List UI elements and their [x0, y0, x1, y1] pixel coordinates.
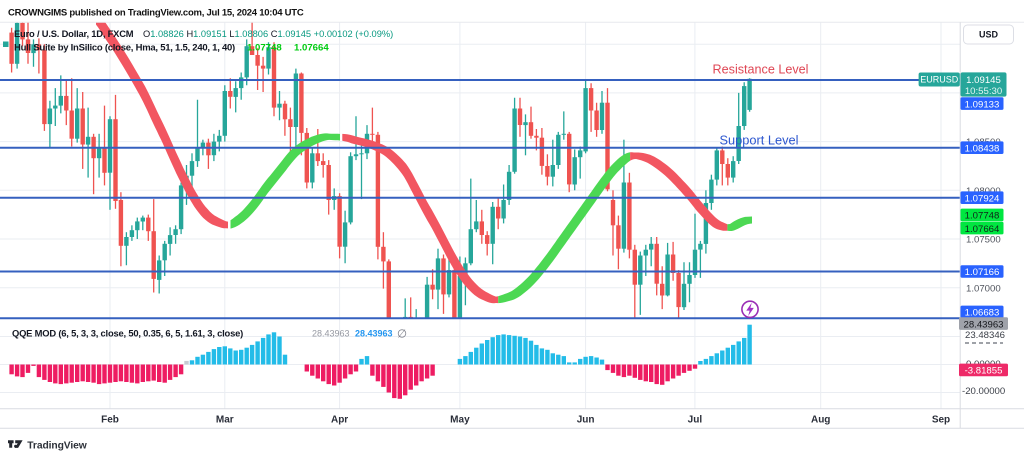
svg-text:∅: ∅ — [397, 329, 407, 341]
svg-text:Aug: Aug — [811, 415, 830, 426]
svg-text:23.48346: 23.48346 — [965, 330, 1005, 341]
svg-text:28.43963: 28.43963 — [355, 329, 393, 339]
svg-text:CROWNGIMS published on Trading: CROWNGIMS published on TradingView.com, … — [8, 8, 304, 19]
svg-text:O1.08826 H1.09151 L1.08806 C1.: O1.08826 H1.09151 L1.08806 C1.09145 +0.0… — [143, 29, 393, 39]
svg-text:Hull Suite by InSilico (close,: Hull Suite by InSilico (close, Hma, 51, … — [14, 42, 235, 53]
svg-text:Support Level: Support Level — [720, 132, 799, 147]
svg-text:28.43963: 28.43963 — [312, 329, 350, 339]
svg-text:1.07664: 1.07664 — [294, 42, 329, 53]
svg-text:1.09145: 1.09145 — [966, 75, 1001, 86]
svg-text:1.07500: 1.07500 — [966, 235, 1001, 246]
svg-text:28.43963: 28.43963 — [963, 319, 1003, 330]
svg-text:USD: USD — [979, 30, 999, 40]
svg-text:1.08438: 1.08438 — [965, 143, 1000, 154]
svg-text:Apr: Apr — [331, 415, 348, 426]
svg-text:Feb: Feb — [101, 415, 119, 426]
svg-text:EURUSD: EURUSD — [920, 75, 959, 85]
svg-text:1.07748: 1.07748 — [247, 42, 282, 53]
svg-text:1.07000: 1.07000 — [966, 283, 1001, 294]
svg-text:TradingView: TradingView — [27, 440, 87, 451]
svg-text:Euro / U.S. Dollar, 1D, FXCM: Euro / U.S. Dollar, 1D, FXCM — [14, 28, 134, 39]
svg-text:-20.00000: -20.00000 — [962, 386, 1005, 397]
svg-text:1.07924: 1.07924 — [965, 193, 1000, 204]
svg-text:1.06683: 1.06683 — [965, 308, 1000, 319]
svg-text:1.07664: 1.07664 — [965, 224, 1000, 235]
svg-text:1.07748: 1.07748 — [965, 211, 1000, 222]
svg-text:-3.81855: -3.81855 — [965, 366, 1003, 377]
svg-text:Jul: Jul — [688, 415, 703, 426]
svg-text:May: May — [450, 415, 470, 426]
svg-text:Sep: Sep — [932, 415, 950, 426]
svg-text:1.07166: 1.07166 — [965, 267, 1000, 278]
svg-text:1.09133: 1.09133 — [965, 99, 1000, 110]
svg-text:QQE MOD (6, 5, 3, 3, close, 50: QQE MOD (6, 5, 3, 3, close, 50, 0.35, 6,… — [12, 328, 243, 339]
svg-text:Mar: Mar — [216, 415, 234, 426]
svg-text:Resistance Level: Resistance Level — [713, 63, 809, 77]
svg-text:10:55:30: 10:55:30 — [965, 86, 1002, 97]
svg-text:Jun: Jun — [577, 415, 595, 426]
